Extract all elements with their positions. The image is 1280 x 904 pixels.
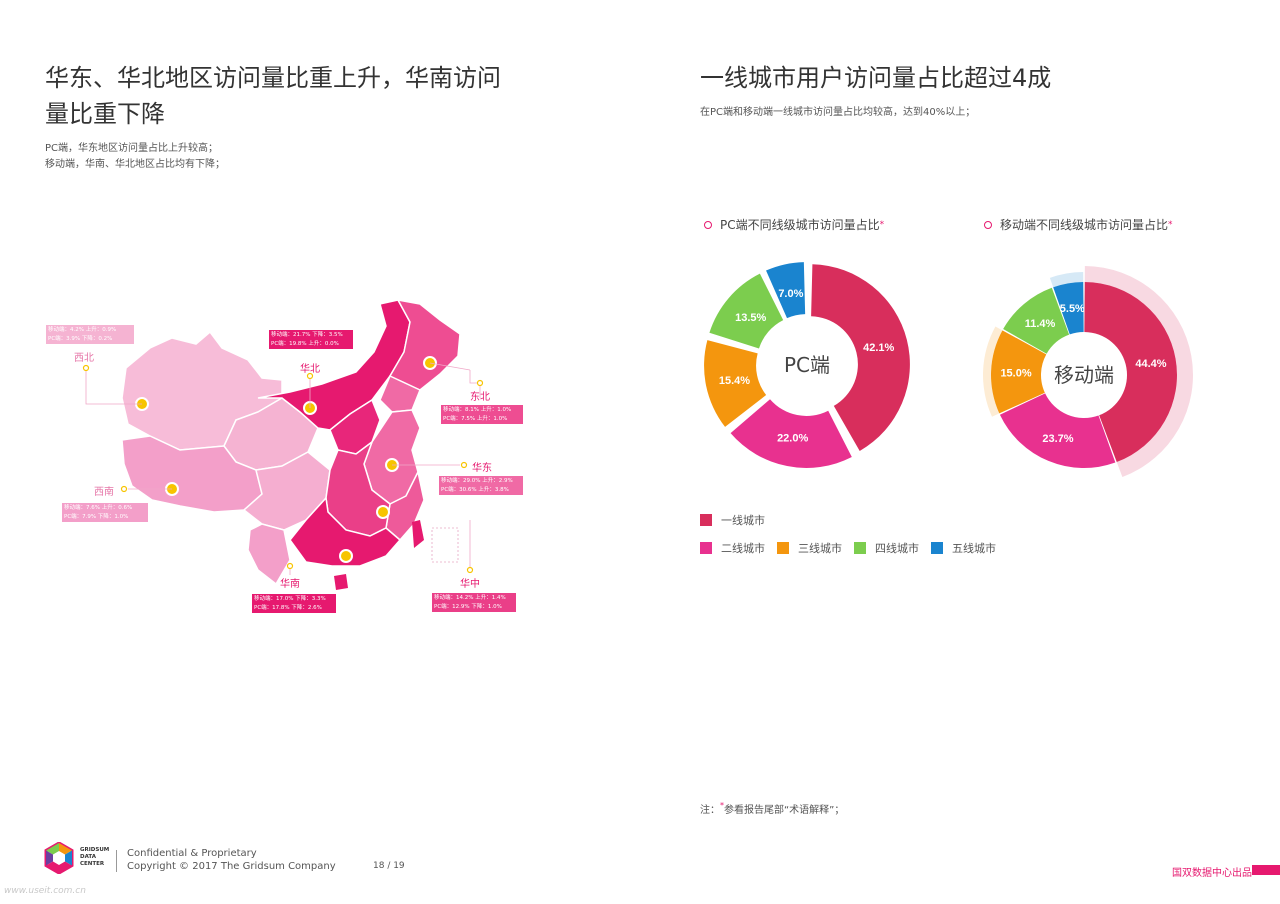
legend-row-1: 一线城市 — [700, 511, 777, 530]
slice-halo-2 — [983, 326, 1003, 417]
region-northeast-shape — [389, 298, 461, 395]
label-north: 华北 — [300, 364, 320, 375]
left-title-line1: 华东、华北地区访问量比重上升，华南访问 — [45, 64, 501, 92]
slice-4 — [1053, 282, 1084, 335]
slice-3 — [709, 273, 784, 349]
brand-bar — [1252, 865, 1280, 875]
legend-item: 五线城市 — [931, 540, 996, 556]
info-box-southwest: 移动端：7.6% 上升：0.6% PC端：7.9% 下降：1.0% — [62, 503, 148, 522]
legend-item: 二线城市 — [700, 540, 765, 556]
pc-donut-chart: 42.1% 22.0% 15.4% 13.5% 7.0% PC端 — [704, 262, 910, 468]
page-number: 18 / 19 — [373, 861, 405, 871]
region-northwest-shape — [121, 330, 283, 451]
slice-label-0: 44.4% — [1135, 358, 1166, 370]
slice-2 — [991, 330, 1047, 414]
slice-1 — [999, 393, 1116, 468]
label-east: 华东 — [472, 463, 492, 474]
center-label: 移动端 — [1054, 363, 1114, 387]
slice-label-3: 11.4% — [1025, 318, 1056, 330]
slice-label-3: 13.5% — [735, 312, 766, 324]
slice-label-1: 22.0% — [777, 433, 808, 445]
pc-chart-title: PC端不同线级城市访问量占比 * — [704, 216, 884, 233]
slice-label-2: 15.4% — [719, 375, 750, 387]
legend-row-2: 二线城市 三线城市 四线城市 五线城市 — [700, 540, 1008, 556]
mobile-donut-chart: 44.4% 23.7% 15.0% 11.4% 5.5% 移动端 — [983, 266, 1193, 477]
legend-item: 三线城市 — [777, 540, 842, 556]
gridsum-logo-icon — [44, 842, 74, 874]
footer-copyright: Copyright © 2017 The Gridsum Company — [127, 861, 336, 872]
legend-swatch — [777, 542, 789, 554]
logo-text: GRIDSUM DATA CENTER — [80, 847, 110, 867]
slice-1 — [730, 399, 852, 468]
brand-text: 国双数据中心出品 — [1172, 868, 1252, 879]
slice-halo-4 — [1049, 272, 1084, 288]
left-desc-line2: 移动端，华南、华北地区占比均有下降； — [45, 159, 225, 170]
slice-label-2: 15.0% — [1000, 367, 1031, 379]
label-northeast: 东北 — [470, 392, 490, 403]
slice-0 — [1084, 282, 1177, 463]
footnote: 注：*参看报告尾部“术语解释”； — [700, 801, 845, 816]
bullet-icon — [984, 220, 992, 229]
right-title: 一线城市用户访问量占比超过4成 — [700, 64, 1052, 92]
slice-3 — [1003, 287, 1070, 354]
label-southwest: 西南 — [94, 487, 114, 498]
info-box-northwest: 移动端：4.2% 上升：0.9% PC端：3.9% 下降：0.2% — [46, 325, 134, 344]
slice-label-1: 23.7% — [1042, 433, 1073, 445]
info-box-south: 移动端：17.0% 下降：3.3% PC端：17.8% 下降：2.6% — [252, 594, 336, 613]
info-box-north: 移动端：21.7% 下降：3.5% PC端：19.8% 上升：0.0% — [269, 330, 353, 349]
label-central: 华中 — [460, 579, 480, 590]
right-desc: 在PC端和移动端一线城市访问量占比均较高，达到40%以上； — [700, 107, 976, 118]
mobile-chart-title: 移动端不同线级城市访问量占比 * — [984, 216, 1173, 233]
slice-2 — [704, 340, 767, 427]
info-box-central: 移动端：14.2% 上升：1.4% PC端：12.9% 下降：1.0% — [432, 593, 516, 612]
slice-label-0: 42.1% — [863, 342, 894, 354]
slice-label-4: 5.5% — [1060, 303, 1085, 315]
legend-item: 一线城市 — [700, 512, 765, 528]
label-northwest: 西北 — [74, 353, 94, 364]
footer-confidential: Confidential & Proprietary — [127, 848, 257, 859]
bullet-icon — [704, 220, 712, 229]
slice-halo-0 — [1084, 266, 1193, 477]
region-south-shape — [289, 496, 402, 567]
label-south: 华南 — [280, 579, 300, 590]
legend-swatch — [700, 542, 712, 554]
left-title-line2: 量比重下降 — [45, 100, 165, 128]
slice-4 — [766, 262, 806, 319]
slice-0 — [811, 264, 910, 451]
legend-swatch — [854, 542, 866, 554]
watermark: www.useit.com.cn — [4, 886, 86, 896]
legend-swatch — [931, 542, 943, 554]
legend-item: 四线城市 — [854, 540, 919, 556]
left-desc-line1: PC端，华东地区访问量占比上升较高； — [45, 143, 219, 154]
china-map — [82, 298, 484, 590]
legend-swatch — [700, 514, 712, 526]
footer-divider — [116, 850, 117, 872]
center-label: PC端 — [784, 353, 830, 377]
slice-label-4: 7.0% — [778, 288, 803, 300]
info-box-east: 移动端：29.0% 上升：2.9% PC端：30.6% 上升：3.8% — [439, 476, 523, 495]
info-box-northeast: 移动端：8.1% 上升：1.0% PC端：7.5% 上升：1.0% — [441, 405, 523, 424]
